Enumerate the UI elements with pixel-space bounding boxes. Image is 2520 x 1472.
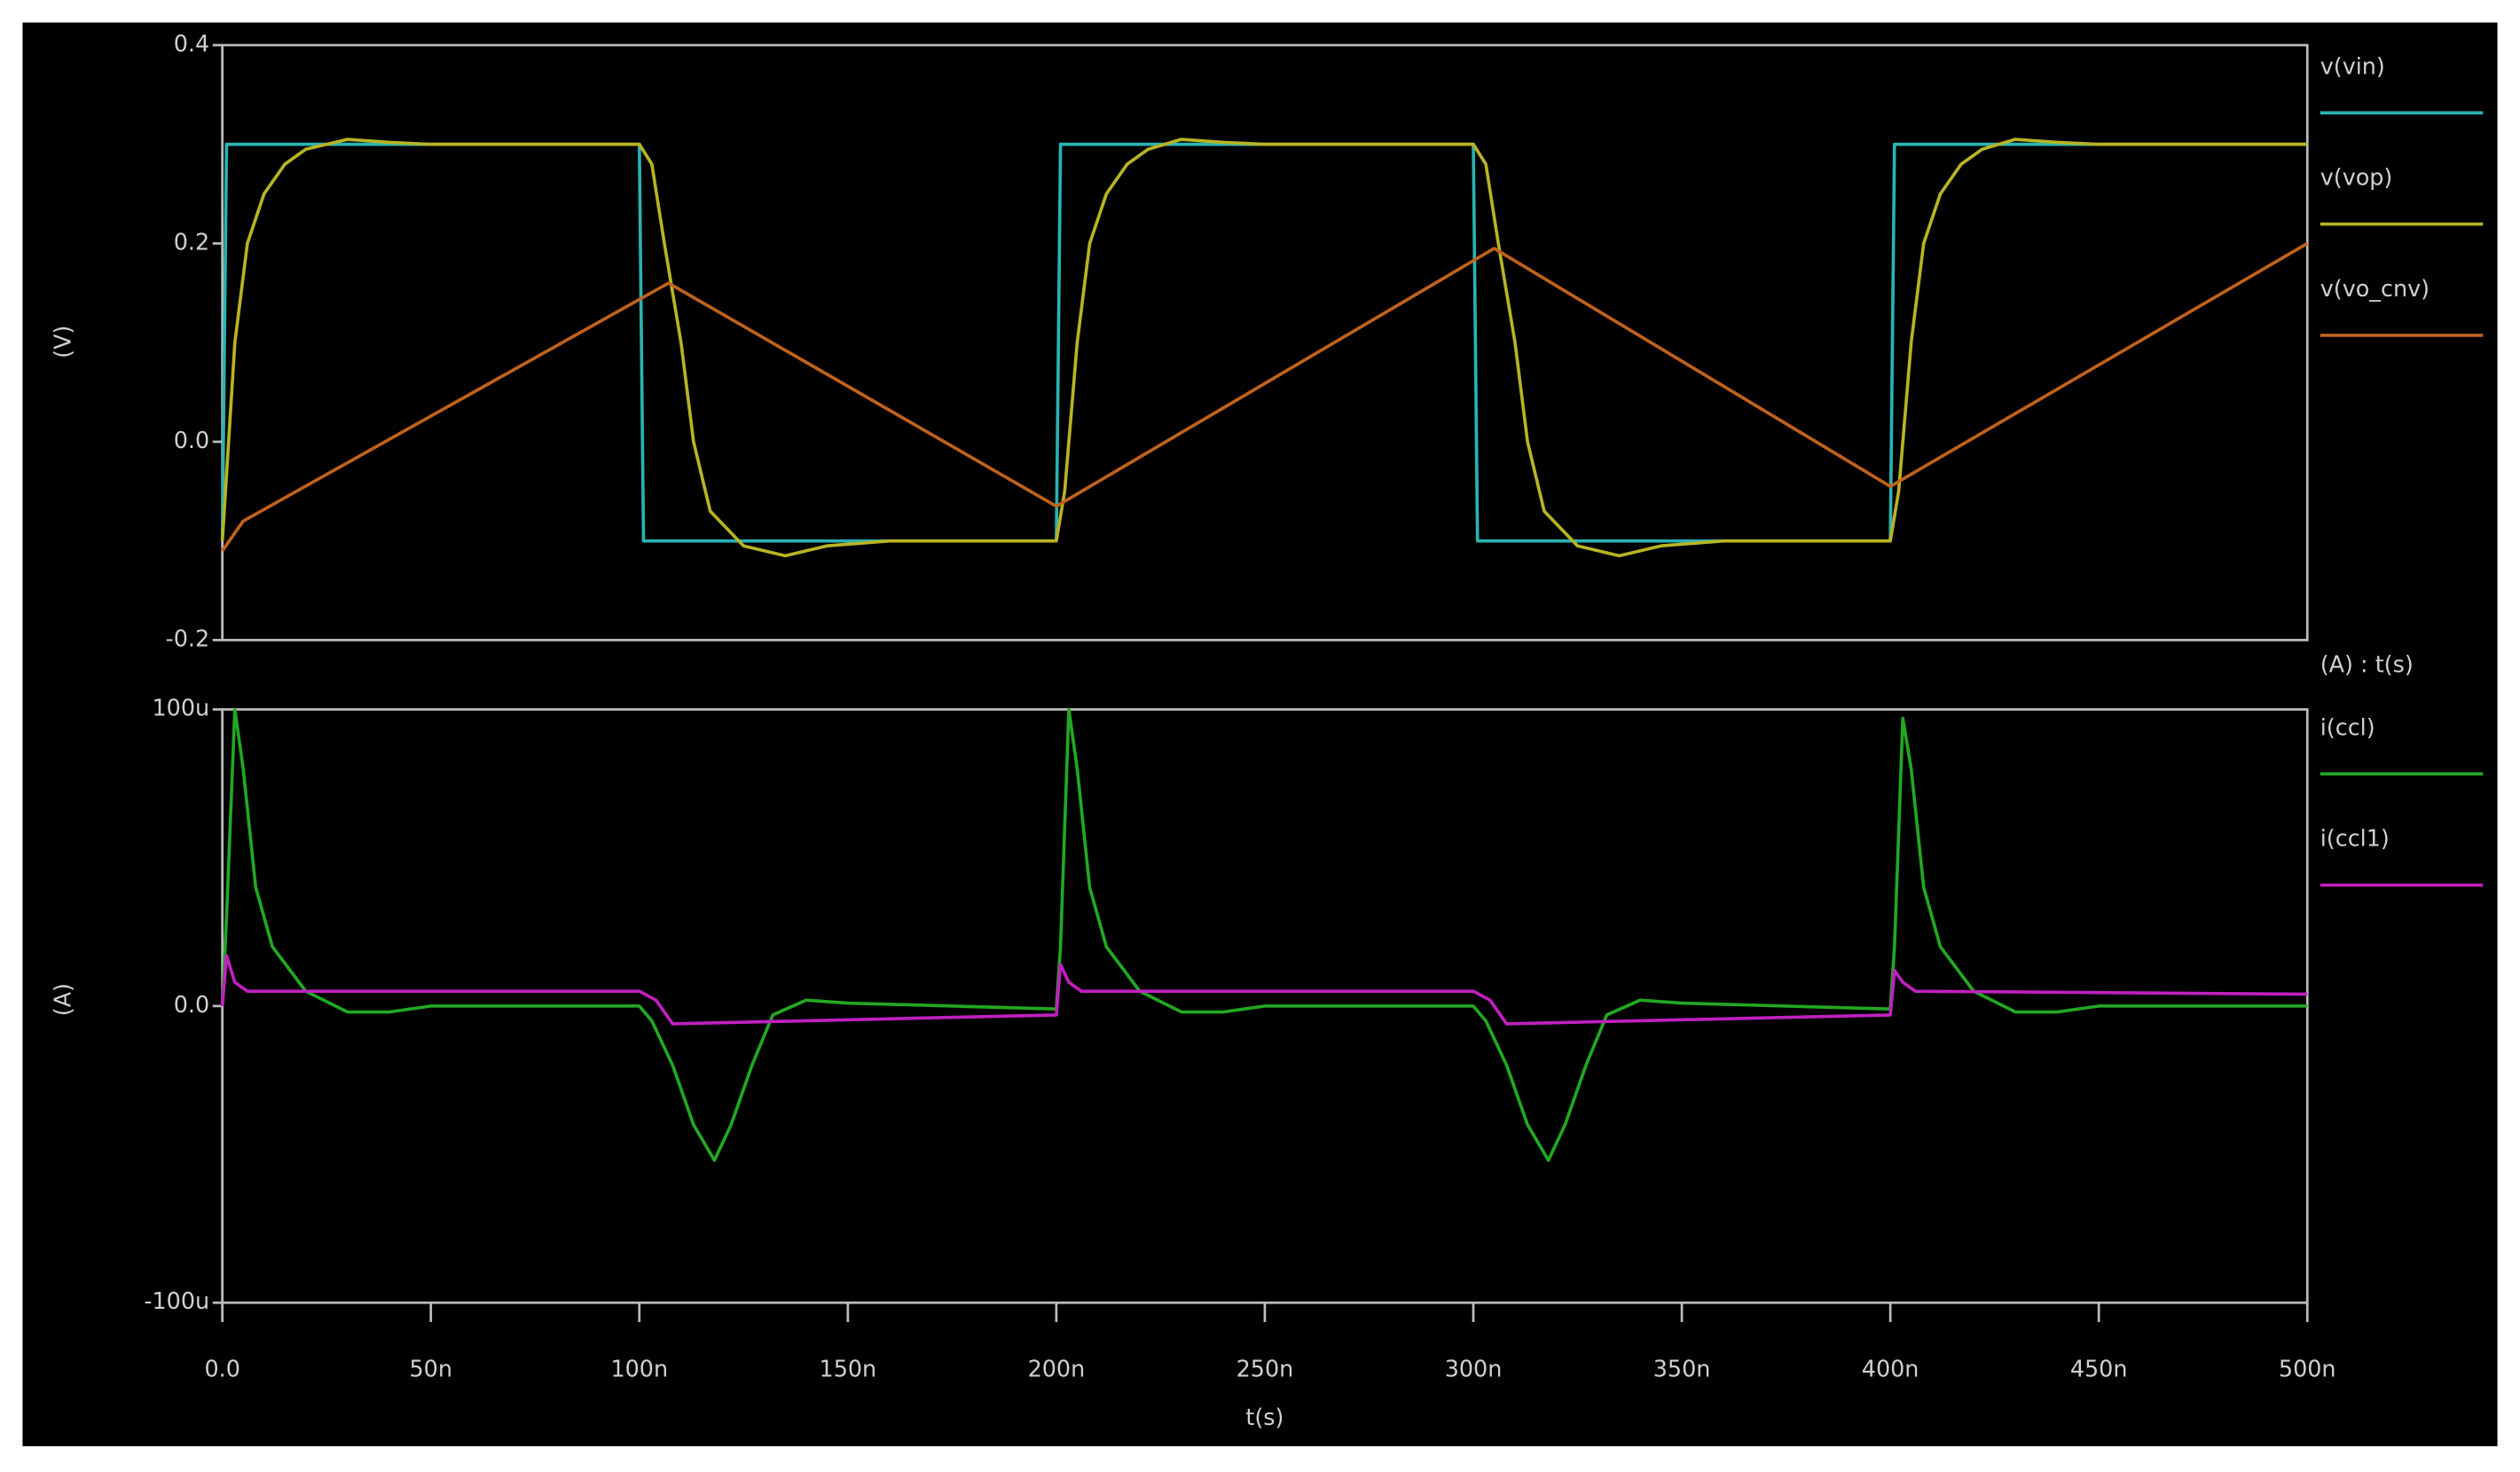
x-tick-label: 350n xyxy=(1653,1356,1711,1382)
x-tick-label: 100n xyxy=(610,1356,668,1382)
x-axis-label: t(s) xyxy=(1245,1404,1284,1430)
x-tick-label: 150n xyxy=(820,1356,877,1382)
y-tick-label: -0.2 xyxy=(166,625,210,651)
x-tick-label: 450n xyxy=(2070,1356,2128,1382)
legend-title: (A) : t(s) xyxy=(2320,650,2414,677)
series-line xyxy=(220,954,2308,1026)
legend-label: v(vop) xyxy=(2320,164,2393,191)
y-tick-label: 100u xyxy=(153,695,210,721)
x-tick-label: 250n xyxy=(1236,1356,1294,1382)
legend-label: i(ccl1) xyxy=(2320,825,2390,852)
series-line xyxy=(220,138,2308,558)
x-tick-label: 0.0 xyxy=(204,1356,239,1382)
plot-background xyxy=(22,22,2498,1446)
x-tick-label: 50n xyxy=(410,1356,452,1382)
legend-label: i(ccl) xyxy=(2320,713,2375,740)
y-tick-label: 0.4 xyxy=(174,30,209,57)
y-tick-label: 0.0 xyxy=(174,427,209,453)
legend-label: v(vo_cnv) xyxy=(2320,275,2430,302)
y-tick-label: 0.2 xyxy=(174,228,209,255)
legend-label: v(vin) xyxy=(2320,52,2385,79)
series-line xyxy=(220,707,2308,1162)
series-line xyxy=(221,241,2309,552)
x-tick-label: 200n xyxy=(1028,1356,1086,1382)
y-tick-label: -100u xyxy=(144,1287,209,1314)
y-tick-label: 0.0 xyxy=(174,991,209,1018)
x-tick-label: 300n xyxy=(1445,1356,1503,1382)
x-tick-label: 400n xyxy=(1862,1356,1919,1382)
y-axis-label: (V) xyxy=(50,326,76,358)
x-tick-label: 500n xyxy=(2279,1356,2336,1382)
y-axis-label: (A) xyxy=(50,983,76,1016)
plot-frame xyxy=(221,43,2309,642)
